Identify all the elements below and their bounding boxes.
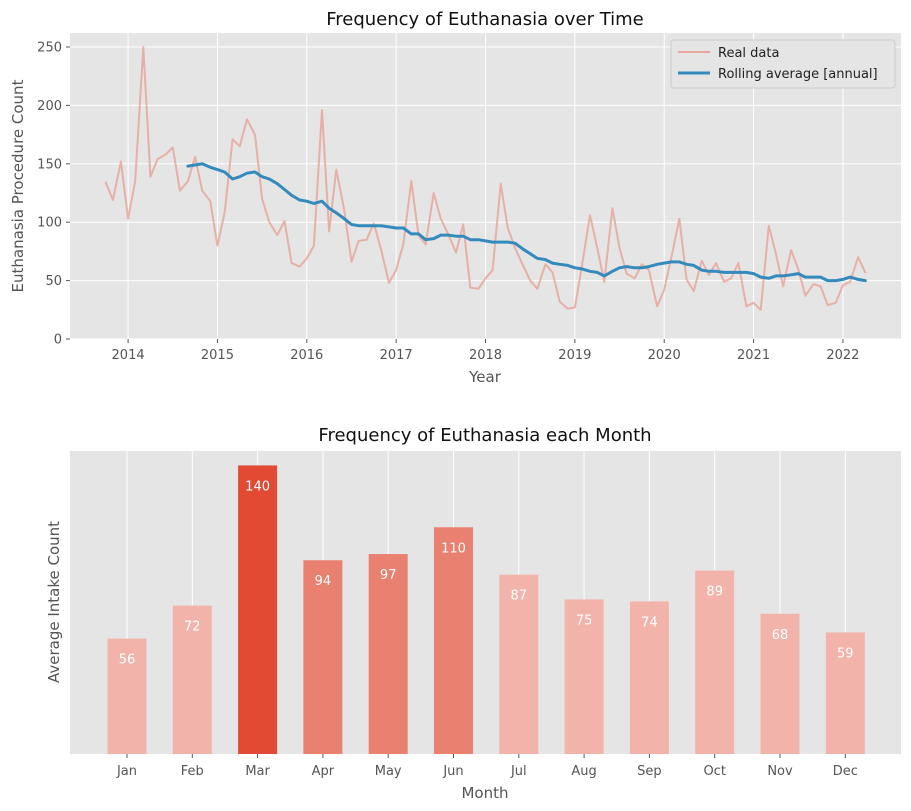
y-tick-label: 0 [54,333,62,348]
bar-value-label: 74 [641,615,658,630]
x-tick-label: May [375,764,402,779]
line-chart: 2014 2015 2016 2017 2018 2019 2020 2021 2022 0 50… [9,9,901,386]
line-chart-x-ticks: 2014 2015 2016 2017 2018 2019 2020 2021 2022 [112,339,859,363]
legend-label-real-data: Real data [718,46,779,61]
x-tick-label: 2022 [826,348,859,363]
x-tick-label: Jan [116,764,137,779]
bar-value-label: 97 [380,568,397,583]
bar-value-label: 110 [441,541,466,556]
y-tick-label: 200 [37,99,62,114]
bar-chart-bars: 56 72 140 94 97 110 87 75 74 89 68 59 [107,465,865,754]
y-tick-label: 50 [45,274,62,289]
x-tick-label: Oct [703,764,725,779]
x-tick-label: Jul [510,764,527,779]
bar-chart-title: Frequency of Euthanasia each Month [318,425,651,446]
bar-chart: 56 72 140 94 97 110 87 75 74 89 68 59 Jan Feb Mar Apr M… [45,425,901,802]
x-tick-label: Sep [637,764,662,779]
bar-jul [499,574,539,754]
y-tick-label: 100 [37,216,62,231]
line-chart-y-axis-label: Euthanasia Procedure Count [9,79,27,292]
line-chart-x-axis-label: Year [468,368,502,386]
x-tick-label: 2015 [201,348,234,363]
x-tick-label: 2017 [380,348,413,363]
bar-value-label: 87 [511,589,528,604]
bar-value-label: 68 [772,628,789,643]
x-tick-label: 2016 [290,348,323,363]
line-chart-legend: Real data Rolling average [annual] [670,39,896,89]
y-tick-label: 150 [37,157,62,172]
legend-box [670,39,896,89]
x-tick-label: Aug [571,764,596,779]
line-chart-series [104,46,867,311]
bar-mar [238,465,278,754]
bar-value-label: 75 [576,613,593,628]
x-tick-label: 2021 [737,348,770,363]
bar-value-label: 140 [245,479,270,494]
x-tick-label: Apr [312,764,335,779]
bar-nov [760,613,800,754]
bar-value-label: 89 [706,585,723,600]
line-chart-y-ticks: 0 50 100 150 200 250 [37,41,70,348]
series-line-real-data [104,46,867,311]
bar-aug [564,599,604,754]
bar-feb [172,605,212,754]
bar-value-label: 72 [184,620,201,635]
x-tick-label: 2018 [469,348,502,363]
bar-apr [303,560,343,754]
x-tick-label: 2020 [648,348,681,363]
bar-may [368,554,408,754]
y-tick-label: 250 [37,41,62,56]
bar-jun [434,527,473,754]
bar-dec [825,632,865,754]
bar-jan [107,638,147,754]
x-tick-label: Dec [833,764,858,779]
legend-label-rolling-average: Rolling average [annual] [718,67,878,82]
x-tick-label: Jun [442,764,463,779]
bar-chart-x-ticks: Jan Feb Mar Apr May Jun Jul Aug Sep Oct Nov Dec [116,754,858,779]
series-line-rolling-average [186,162,867,283]
x-tick-label: 2019 [558,348,591,363]
bar-value-label: 59 [837,646,854,661]
bar-value-label: 56 [119,653,136,668]
x-tick-label: Feb [181,764,204,779]
bar-value-label: 94 [315,574,332,589]
bar-chart-x-axis-label: Month [461,784,508,802]
line-chart-title: Frequency of Euthanasia over Time [326,9,644,30]
x-tick-label: 2014 [112,348,145,363]
bar-oct [695,570,735,754]
bar-chart-y-axis-label: Average Intake Count [45,521,63,683]
bar-sep [629,601,669,754]
x-tick-label: Mar [245,764,270,779]
x-tick-label: Nov [767,764,793,779]
